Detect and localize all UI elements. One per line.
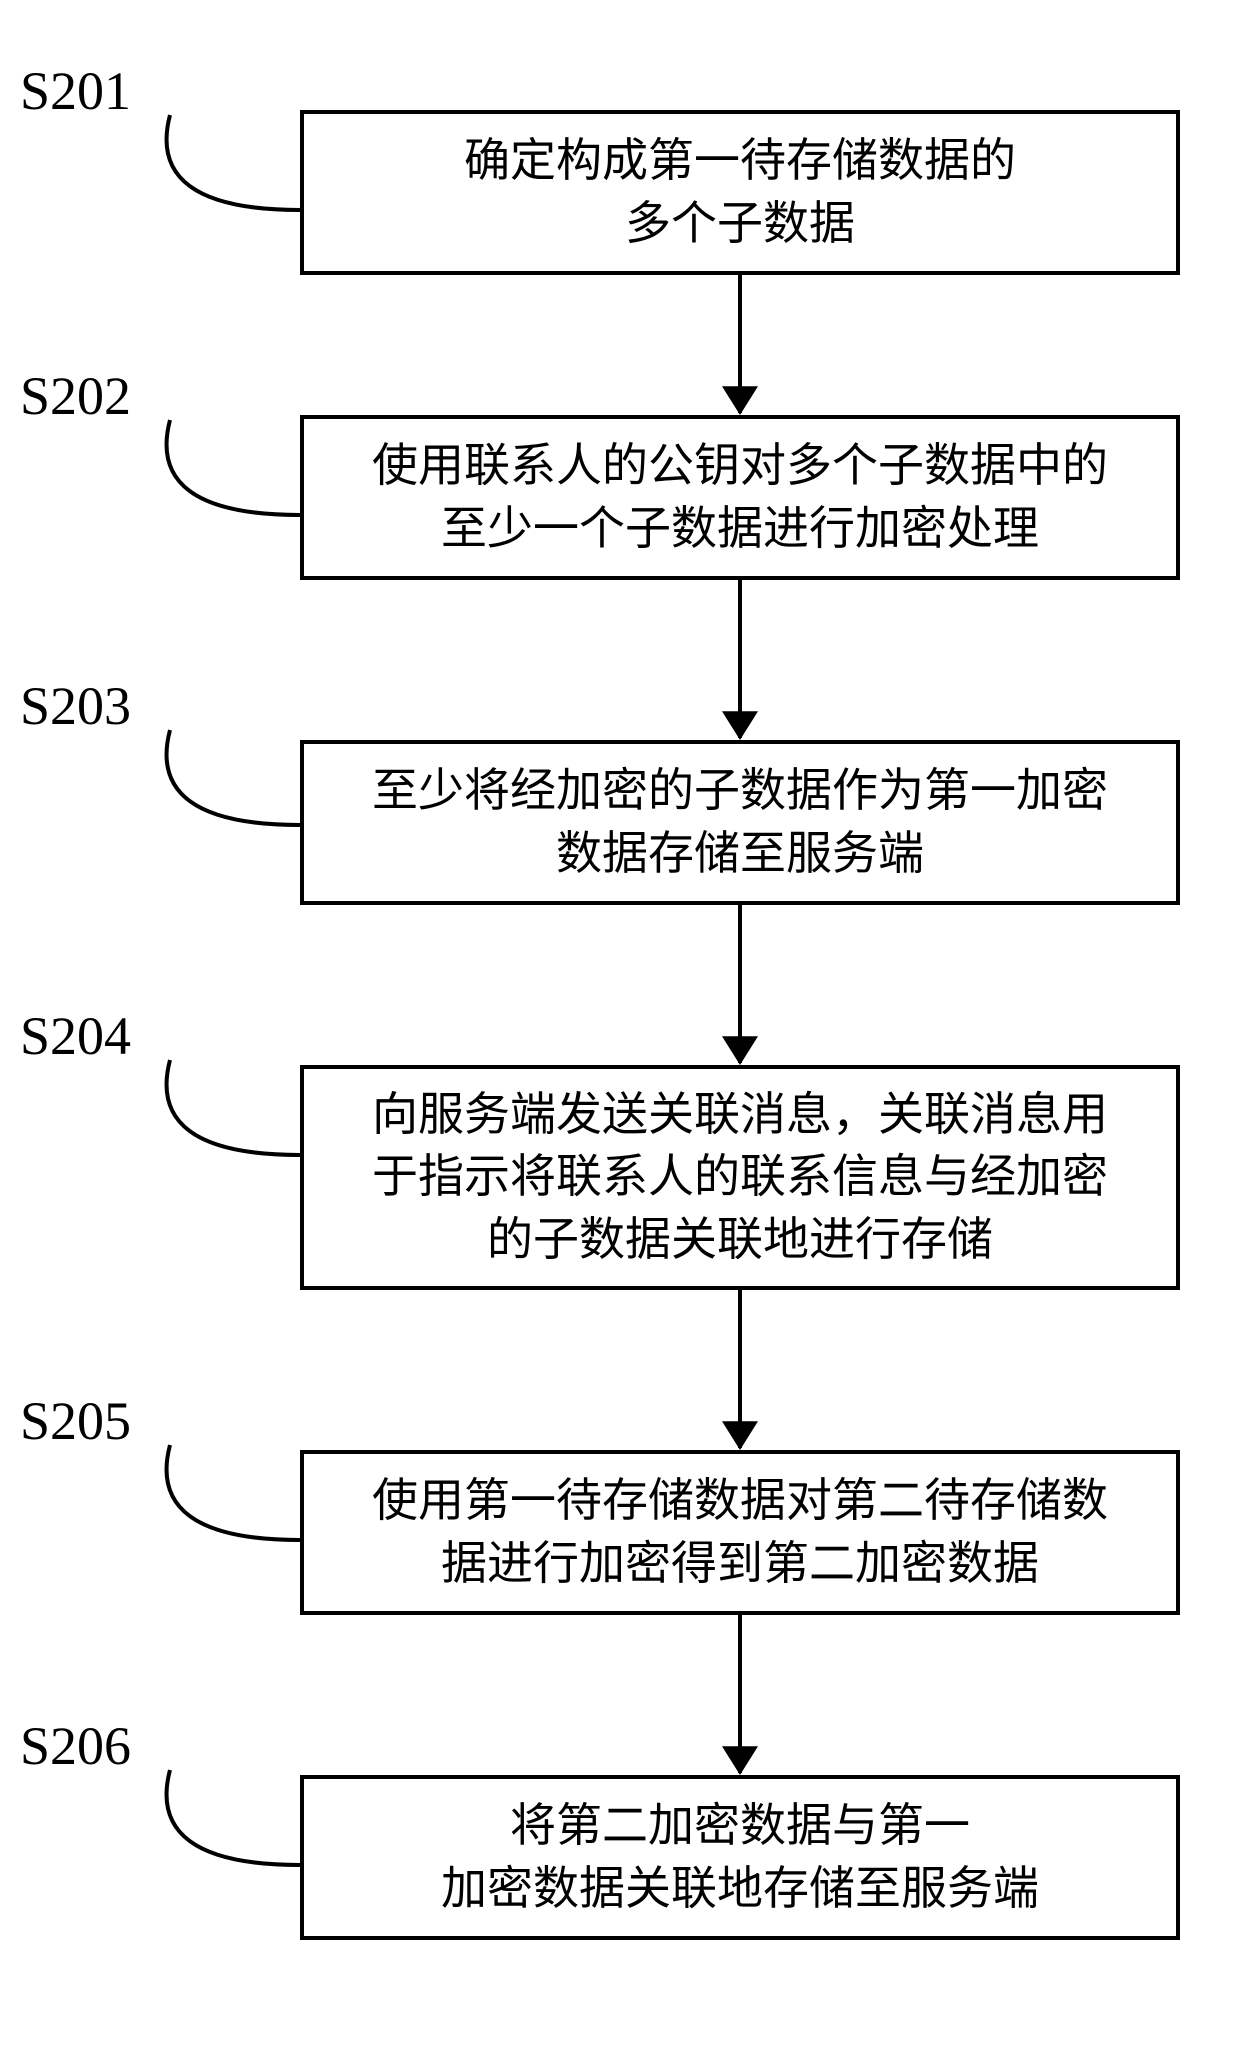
step-box-s206: 将第二加密数据与第一加密数据关联地存储至服务端 (300, 1775, 1180, 1940)
step-text-line: 将第二加密数据与第一 (510, 1795, 970, 1857)
step-text-line: 加密数据关联地存储至服务端 (441, 1858, 1039, 1920)
connector-s206 (0, 40, 1240, 2060)
